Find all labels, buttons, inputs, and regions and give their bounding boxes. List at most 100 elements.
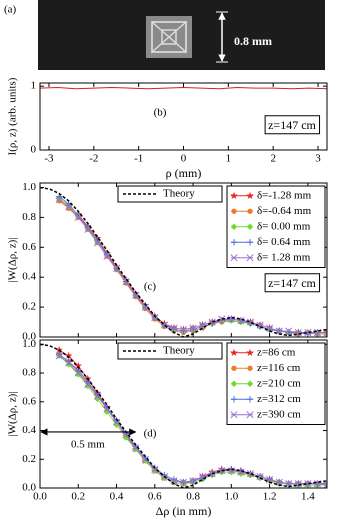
- arrow-label: 0.5 mm: [71, 438, 105, 450]
- data-point: [323, 481, 327, 488]
- y-tick-label: 0.8: [22, 367, 36, 379]
- panel-label: (d): [144, 428, 157, 440]
- data-point: [112, 418, 121, 426]
- legend-marker: [230, 191, 238, 199]
- x-tick-label: 2: [270, 153, 276, 165]
- legend-label: z=116 cm: [257, 362, 301, 374]
- plot-frame: [39, 82, 328, 151]
- legend-label: δ= 0.00 mm: [257, 220, 311, 232]
- legend-box: [117, 185, 223, 203]
- legend-marker: [246, 254, 254, 262]
- legend: δ=-1.28 mm δ=-0.64 mm δ= 0.00 mm δ= 0.64 mm…: [117, 185, 326, 268]
- x-tick-label: 0.2: [71, 491, 85, 503]
- legend-label: z=86 cm: [257, 346, 296, 358]
- plot-area: [40, 343, 327, 488]
- data-point: [103, 252, 111, 260]
- y-tick-label: 0: [31, 144, 37, 156]
- data-point: [122, 278, 130, 286]
- data-point: [285, 327, 293, 335]
- panel-label: (a): [4, 4, 17, 16]
- y-tick-label: 0.2: [22, 301, 36, 313]
- panel-a: 0.8 mm (a): [4, 0, 325, 70]
- theory-line: [40, 343, 327, 488]
- data-point: [151, 314, 159, 322]
- annotation-box: [264, 115, 321, 135]
- plot-area: [40, 86, 327, 90]
- legend-marker: [246, 191, 254, 199]
- x-tick-label: 1.2: [263, 491, 277, 503]
- x-tick-label: 0.0: [33, 491, 47, 503]
- legend-marker: [231, 365, 237, 371]
- panel-label: (c): [144, 281, 157, 293]
- chart-panel: 0 1 -3 -2 -1 0 1 2 3 I(ρ, z) (arb. units) ρ (mm) (b…: [7, 77, 328, 180]
- data-point: [55, 352, 63, 360]
- annotation: z=147 cm: [268, 276, 316, 290]
- data-point: [141, 455, 149, 463]
- y-tick-label: 0.4: [22, 271, 36, 283]
- data-point: [75, 371, 82, 378]
- legend-marker: [230, 380, 238, 387]
- legend-marker: [246, 223, 254, 230]
- legend-marker: [230, 411, 238, 419]
- y-axis-label: I(ρ, z) (arb. units): [7, 77, 19, 155]
- y-tick-label: 0.2: [22, 453, 36, 465]
- data-point: [189, 477, 197, 485]
- x-tick-label: 0.4: [110, 491, 124, 503]
- x-tick-label: 0: [181, 153, 187, 165]
- y-tick-label: 0.0: [22, 331, 36, 343]
- data-point: [227, 315, 235, 323]
- legend-label: z=312 cm: [257, 393, 301, 405]
- y-tick-label: 0.4: [22, 424, 36, 436]
- data-point: [64, 351, 73, 360]
- x-tick-label: -2: [89, 153, 98, 165]
- chart-panel: 0.0 0.2 0.4 0.6 0.8 1.0 |W(Δρ, z)| (c) z=147 cm δ…: [7, 181, 328, 343]
- legend-label: z=390 cm: [257, 408, 301, 420]
- plot-frame: [39, 182, 328, 338]
- data-point: [65, 203, 73, 211]
- data-point: [227, 467, 235, 475]
- data-point: [246, 318, 255, 326]
- data-point: [74, 361, 83, 370]
- y-tick-label: 0.0: [22, 482, 36, 494]
- legend-marker: [247, 365, 253, 371]
- data-point: [275, 478, 283, 486]
- theory-line: [40, 186, 327, 337]
- legend-label: Theory: [163, 188, 195, 200]
- y-tick-label: 0.6: [22, 241, 36, 253]
- legend-marker: [230, 223, 238, 230]
- legend-marker: [246, 396, 254, 403]
- x-tick-label: -3: [44, 153, 54, 165]
- legend-label: δ= 1.28 mm: [257, 251, 311, 263]
- y-tick-label: 0.8: [22, 211, 36, 223]
- legend-marker: [247, 208, 253, 214]
- legend-marker: [230, 239, 238, 246]
- x-tick-label: -1: [134, 153, 143, 165]
- panel-label: (b): [154, 107, 167, 119]
- y-axis-label: |W(Δρ, z)|: [7, 391, 19, 436]
- legend-marker: [230, 396, 238, 403]
- x-tick-label: 0.6: [148, 491, 162, 503]
- x-tick-label: 1.4: [301, 491, 315, 503]
- legend-label: z=210 cm: [257, 377, 301, 389]
- x-axis-label: ρ (mm): [166, 166, 202, 180]
- data-point: [151, 465, 159, 473]
- legend-marker: [231, 208, 237, 214]
- x-tick-label: 1.0: [224, 491, 238, 503]
- data-point: [132, 291, 140, 299]
- beam-pattern: [151, 21, 187, 53]
- data-point: [170, 324, 178, 332]
- x-tick-label: 3: [315, 153, 321, 165]
- y-axis-label: |W(Δρ, z)|: [7, 237, 19, 282]
- data-point: [179, 325, 188, 334]
- data-point: [246, 470, 255, 478]
- data-point: [132, 444, 140, 452]
- plot-area: [40, 186, 327, 337]
- legend-label: δ=-0.64 mm: [257, 205, 312, 217]
- chart-panel: 0.0 0.2 0.4 0.6 0.8 1.0 0.0 0.2 0.4 0.6 0.8 1.0 1.2 1…: [7, 338, 328, 518]
- legend-marker: [246, 348, 254, 356]
- data-point: [179, 478, 188, 486]
- legend-marker: [230, 348, 238, 356]
- annotation-box: [264, 273, 321, 293]
- data-point: [218, 315, 226, 323]
- x-tick-label: 0.8: [186, 491, 200, 503]
